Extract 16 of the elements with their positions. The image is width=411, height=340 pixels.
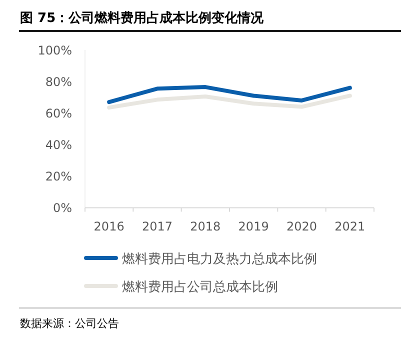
legend-label: 燃料费用占公司总成本比例 [122, 280, 278, 295]
y-tick-label: 40% [45, 138, 72, 152]
x-tick-label: 2019 [238, 220, 269, 234]
x-tick-label: 2020 [286, 220, 318, 234]
x-tick-label: 2016 [94, 220, 124, 234]
y-tick-label: 20% [45, 170, 72, 184]
source-note: 数据来源：公司公告 [20, 317, 119, 330]
x-tick-label: 2018 [190, 220, 221, 234]
chart-title: 图 75：公司燃料费用占成本比例变化情况 [20, 10, 265, 26]
x-tick-label: 2017 [142, 220, 173, 234]
legend-label: 燃料费用占电力及热力总成本比例 [122, 252, 317, 267]
x-tick-label: 2021 [334, 220, 366, 234]
y-tick-label: 60% [45, 106, 72, 121]
y-tick-label: 0% [52, 201, 72, 216]
y-tick-label: 100% [38, 44, 72, 58]
y-tick-label: 80% [45, 75, 72, 90]
